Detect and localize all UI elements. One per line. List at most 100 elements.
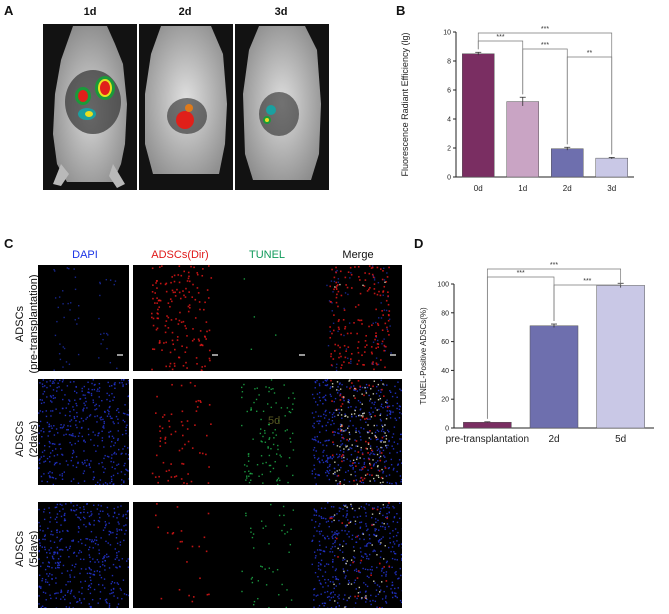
tunel-dot xyxy=(273,437,275,439)
tunel-dot xyxy=(265,584,268,586)
tunel-dot xyxy=(260,565,262,567)
nucleus-dot xyxy=(345,348,348,350)
nucleus-dot xyxy=(52,534,54,536)
nucleus-dot xyxy=(394,572,396,574)
bar xyxy=(596,285,645,429)
nucleus-dot xyxy=(365,544,368,546)
nucleus-dot xyxy=(397,587,399,589)
dir-dot xyxy=(354,266,356,268)
nucleus-dot xyxy=(86,407,88,409)
nucleus-dot xyxy=(93,588,96,591)
nucleus-dot xyxy=(69,309,71,311)
nucleus-dot xyxy=(97,504,100,506)
tunel-dot xyxy=(364,474,367,476)
tunel-dot xyxy=(268,437,271,439)
nucleus-dot xyxy=(326,384,329,386)
dir-dot xyxy=(388,266,390,269)
nucleus-dot xyxy=(98,520,101,523)
dir-dot xyxy=(192,283,194,286)
nucleus-dot xyxy=(57,306,59,309)
nucleus-dot xyxy=(61,478,64,480)
dir-dot xyxy=(195,410,198,412)
nucleus-dot xyxy=(93,444,95,447)
nucleus-dot xyxy=(394,392,397,394)
nucleus-dot xyxy=(42,379,45,381)
dir-dot xyxy=(169,351,172,354)
nucleus-dot xyxy=(113,444,115,447)
dir-dot xyxy=(341,396,344,398)
nucleus-dot xyxy=(88,548,90,551)
nucleus-dot xyxy=(65,460,68,462)
nucleus-dot xyxy=(327,466,329,469)
tunel-dot xyxy=(251,473,253,475)
nucleus-dot xyxy=(119,566,121,568)
tunel-dot xyxy=(365,597,367,599)
dir-dot xyxy=(171,276,173,278)
nucleus-dot xyxy=(69,400,71,402)
tunel-dot xyxy=(247,453,250,455)
nucleus-dot xyxy=(68,399,70,401)
dir-dot xyxy=(171,289,174,292)
dir-dot xyxy=(342,436,344,439)
tunel-dot xyxy=(376,409,378,411)
nucleus-dot xyxy=(86,572,89,575)
tunel-dot xyxy=(368,462,371,465)
tunel-dot xyxy=(336,381,339,383)
column-header-dapi: DAPI xyxy=(72,249,98,261)
nucleus-dot xyxy=(65,584,67,586)
nucleus-dot xyxy=(51,555,54,557)
tunel-dot xyxy=(353,550,355,552)
nucleus-dot xyxy=(399,433,402,436)
nucleus-dot xyxy=(332,561,334,563)
nucleus-dot xyxy=(107,409,109,411)
tunel-dot xyxy=(334,286,336,288)
nucleus-dot xyxy=(53,425,55,427)
tunel-dot xyxy=(350,583,353,585)
nucleus-dot xyxy=(122,419,124,422)
nucleus-dot xyxy=(331,302,333,304)
dir-dot xyxy=(187,310,190,313)
column-header-tunel: TUNEL xyxy=(248,249,286,261)
nucleus-dot xyxy=(51,401,53,403)
nucleus-dot xyxy=(50,425,52,427)
nucleus-dot xyxy=(354,523,357,525)
nucleus-dot xyxy=(61,572,63,574)
dir-dot xyxy=(359,480,362,483)
nucleus-dot xyxy=(92,471,95,473)
nucleus-dot xyxy=(370,452,372,454)
nucleus-dot xyxy=(120,528,122,531)
nucleus-dot xyxy=(383,338,385,340)
nucleus-dot xyxy=(69,545,71,548)
nucleus-dot xyxy=(313,588,316,590)
tunel-dot xyxy=(263,429,266,432)
tunel-dot xyxy=(343,484,345,485)
nucleus-dot xyxy=(313,508,316,510)
significance-label: *** xyxy=(541,42,549,49)
nucleus-dot xyxy=(380,507,382,510)
nucleus-dot xyxy=(355,479,358,481)
nucleus-dot xyxy=(369,418,371,420)
nucleus-dot xyxy=(346,599,348,602)
nucleus-dot xyxy=(59,503,61,506)
nucleus-dot xyxy=(388,507,390,509)
nucleus-dot xyxy=(328,595,330,598)
nucleus-dot xyxy=(324,398,326,401)
nucleus-dot xyxy=(389,532,391,535)
nucleus-dot xyxy=(103,427,105,429)
nucleus-dot xyxy=(398,405,401,407)
nucleus-dot xyxy=(381,447,383,449)
nucleus-dot xyxy=(102,418,104,421)
nucleus-dot xyxy=(388,525,390,528)
dir-dot xyxy=(379,294,382,297)
nucleus-dot xyxy=(126,560,128,562)
nucleus-dot xyxy=(73,576,76,578)
nucleus-dot xyxy=(323,602,326,604)
nucleus-dot xyxy=(343,307,345,310)
dir-dot xyxy=(346,438,348,441)
nucleus-dot xyxy=(316,393,319,395)
nucleus-dot xyxy=(349,277,351,279)
tunel-dot xyxy=(373,523,375,526)
tunel-dot xyxy=(377,465,379,467)
dir-dot xyxy=(331,268,333,271)
dir-dot xyxy=(382,290,385,292)
